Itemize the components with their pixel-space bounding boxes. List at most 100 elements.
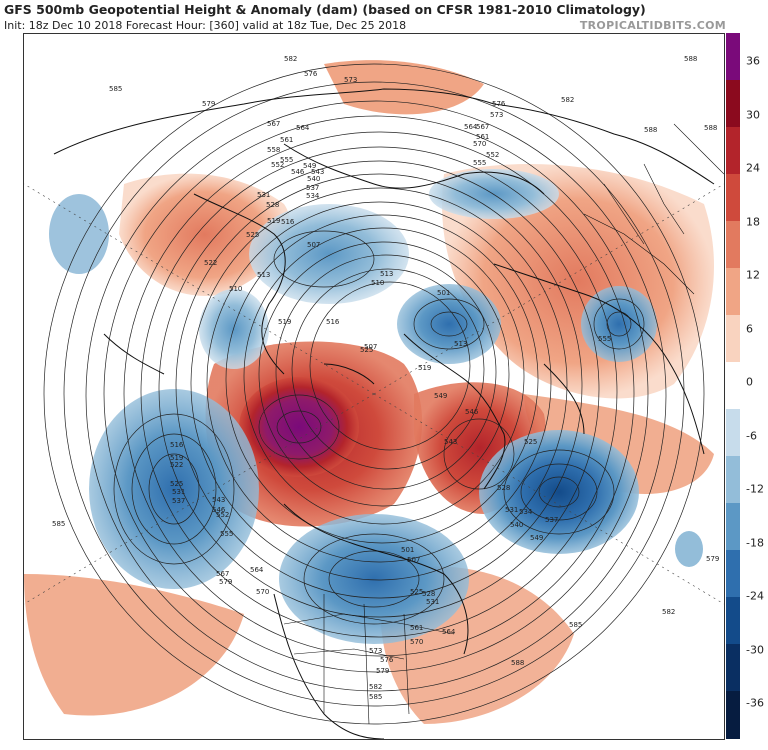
contour-label: 552 xyxy=(216,511,229,519)
colorbar-segment xyxy=(726,691,740,739)
contour-label: 564 xyxy=(296,124,310,132)
contour-label: 513 xyxy=(380,270,393,278)
contour-label: 525 xyxy=(246,231,259,239)
contour-label: 558 xyxy=(267,146,280,154)
contour-label: 561 xyxy=(280,136,293,144)
colorbar-segment xyxy=(726,644,740,692)
contour-label: 534 xyxy=(519,508,533,516)
contour-label: 507 xyxy=(407,556,420,564)
contour-label: 510 xyxy=(371,279,384,287)
colorbar-segment xyxy=(726,503,740,551)
chart-header: GFS 500mb Geopotential Height & Anomaly … xyxy=(4,2,764,32)
contour-label: 573 xyxy=(344,76,357,84)
contour-label: 543 xyxy=(311,168,324,176)
contour-label: 543 xyxy=(212,496,225,504)
contour-label: 561 xyxy=(476,133,489,141)
contour-label: 519 xyxy=(267,217,280,225)
contour-label: 528 xyxy=(497,484,510,492)
chart-title: GFS 500mb Geopotential Height & Anomaly … xyxy=(4,2,646,17)
contour-label: 546 xyxy=(212,506,226,514)
contour-label: 534 xyxy=(306,192,320,200)
contour-label: 546 xyxy=(291,168,305,176)
colorbar-segment xyxy=(726,268,740,316)
contour-label: 555 xyxy=(598,335,611,343)
contour-label: 510 xyxy=(229,285,242,293)
contour-label: 537 xyxy=(306,184,319,192)
contour-label: 522 xyxy=(170,461,183,469)
colorbar-segment xyxy=(726,456,740,504)
colorbar-segment xyxy=(726,33,740,81)
contour-label: 549 xyxy=(530,534,543,542)
contour-label: 573 xyxy=(369,647,382,655)
contour-label: 507 xyxy=(364,343,377,351)
contour-label: 579 xyxy=(219,578,232,586)
colorbar-label: 0 xyxy=(746,375,753,389)
contour-label: 549 xyxy=(434,392,447,400)
contour-label: 582 xyxy=(284,55,297,63)
contour-label: 501 xyxy=(401,546,414,554)
contour-label: 540 xyxy=(510,521,523,529)
contour-label: 549 xyxy=(303,162,316,170)
colorbar-label: 18 xyxy=(746,215,760,228)
positive-anomaly-core xyxy=(239,377,359,477)
contour-label: 531 xyxy=(257,191,270,199)
contour-label: 576 xyxy=(304,70,318,78)
coastlines xyxy=(53,88,715,739)
contour-label: 579 xyxy=(376,667,389,675)
chart-subtitle: Init: 18z Dec 10 2018 Forecast Hour: [36… xyxy=(4,19,407,32)
contour-label: 570 xyxy=(410,638,423,646)
contour-label: 579 xyxy=(706,555,719,563)
contour-label: 525 xyxy=(524,438,537,446)
colorbar-label: -24 xyxy=(746,589,764,603)
graticule xyxy=(24,183,724,605)
colorbar-label: -12 xyxy=(746,482,764,496)
contour-label: 555 xyxy=(220,530,233,538)
contour-label: 516 xyxy=(281,218,295,226)
colorbar-label: 12 xyxy=(746,268,760,282)
brand-watermark: TROPICALTIDBITS.COM xyxy=(579,19,726,32)
colorbar-segment xyxy=(726,221,740,269)
colorbar-segment xyxy=(726,127,740,175)
contour-label: 531 xyxy=(172,488,185,496)
contour-label: 519 xyxy=(170,454,183,462)
contour-label: 513 xyxy=(257,271,270,279)
contour-label: 576 xyxy=(380,656,394,664)
colorbar-label: 36 xyxy=(746,54,760,68)
colorbar-segment xyxy=(726,550,740,598)
contour-label: 519 xyxy=(418,364,431,372)
contour-label: 528 xyxy=(266,201,279,209)
contour-label: 540 xyxy=(307,175,320,183)
contour-label: 564 xyxy=(250,566,264,574)
colorbar-label: -18 xyxy=(746,536,764,549)
contour-label: 588 xyxy=(511,659,524,667)
contour-label: 588 xyxy=(644,126,657,134)
colorbar-segment xyxy=(726,362,740,410)
contour-label: 522 xyxy=(204,259,217,267)
political-borders xyxy=(283,123,724,725)
contour-label: 513 xyxy=(454,340,467,348)
contour-label: 531 xyxy=(505,506,518,514)
colorbar-label: -36 xyxy=(746,696,764,710)
contour-label: 552 xyxy=(271,161,284,169)
contour-label: 585 xyxy=(369,693,382,701)
contour-label: 567 xyxy=(216,570,229,578)
contour-label: 543 xyxy=(444,438,457,446)
negative-anomaly-areas xyxy=(49,169,703,644)
contour-label: 555 xyxy=(473,159,486,167)
contour-label: 582 xyxy=(369,683,382,691)
polar-map: 585 582 576 573 579 567 564 561 558 555 552 549 546 5… xyxy=(23,33,725,740)
colorbar: 36 30 24 18 12 6 0 -6 -12 -18 -24 -30 -36 xyxy=(726,33,768,739)
contour-label: 525 xyxy=(170,480,183,488)
colorbar-label: 30 xyxy=(746,108,760,121)
contour-label: 588 xyxy=(704,124,717,132)
colorbar-segment xyxy=(726,315,740,363)
contour-label: 525 xyxy=(360,346,373,354)
contour-label: 546 xyxy=(465,408,479,416)
contour-label: 588 xyxy=(684,55,697,63)
contour-label: 585 xyxy=(52,520,65,528)
colorbar-label: 24 xyxy=(746,161,760,175)
contour-label: 573 xyxy=(490,111,503,119)
colorbar-segment xyxy=(726,174,740,222)
contour-label: 516 xyxy=(326,318,340,326)
